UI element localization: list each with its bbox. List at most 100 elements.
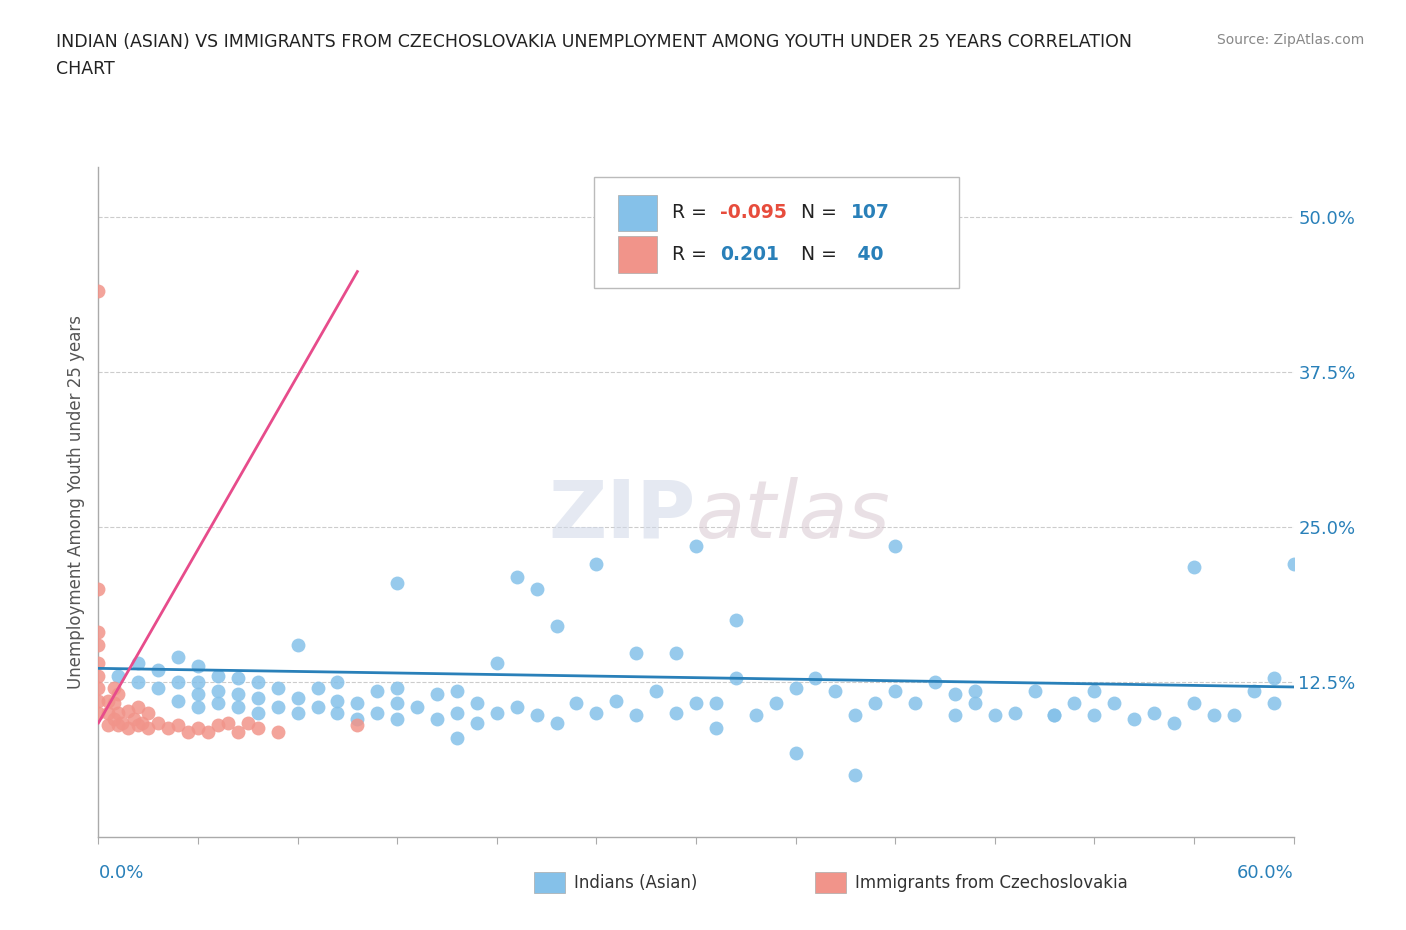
Point [127, 699, 149, 714]
Point [1123, 711, 1146, 726]
Point [924, 674, 946, 689]
Point [745, 708, 768, 723]
Point [124, 711, 146, 726]
Point [107, 669, 129, 684]
Point [346, 711, 368, 726]
Point [136, 721, 159, 736]
Point [426, 711, 449, 726]
Point [107, 706, 129, 721]
Point [87, 656, 110, 671]
Point [943, 708, 966, 723]
Point [844, 767, 866, 782]
Point [665, 706, 688, 721]
Point [148, 681, 170, 696]
Point [107, 687, 129, 702]
Point [187, 687, 209, 702]
Point [87, 637, 110, 652]
Point [287, 691, 309, 706]
FancyBboxPatch shape [619, 194, 657, 232]
Point [446, 730, 468, 745]
Text: CHART: CHART [56, 60, 115, 78]
Point [97, 718, 120, 733]
Point [307, 699, 329, 714]
Point [526, 581, 548, 596]
Point [207, 684, 229, 698]
Point [266, 724, 290, 739]
Point [1282, 557, 1305, 572]
Point [287, 637, 309, 652]
Text: 40: 40 [851, 245, 884, 264]
Point [1182, 559, 1205, 574]
Point [824, 684, 846, 698]
Text: Source: ZipAtlas.com: Source: ZipAtlas.com [1216, 33, 1364, 46]
Point [326, 693, 349, 708]
Point [187, 699, 209, 714]
Text: 107: 107 [851, 204, 890, 222]
Point [87, 693, 110, 708]
Point [1024, 684, 1046, 698]
Point [117, 721, 139, 736]
Point [685, 538, 707, 553]
Point [226, 671, 249, 685]
Point [87, 706, 110, 721]
Point [326, 674, 349, 689]
Point [1243, 684, 1265, 698]
Text: -0.095: -0.095 [720, 204, 787, 222]
Text: INDIAN (ASIAN) VS IMMIGRANTS FROM CZECHOSLOVAKIA UNEMPLOYMENT AMONG YOUTH UNDER : INDIAN (ASIAN) VS IMMIGRANTS FROM CZECHO… [56, 33, 1132, 50]
Point [246, 706, 269, 721]
Point [565, 696, 588, 711]
Point [197, 724, 219, 739]
Point [103, 711, 125, 726]
Point [785, 745, 807, 760]
Point [546, 715, 568, 730]
Point [87, 669, 110, 684]
Point [1063, 696, 1085, 711]
Point [526, 708, 548, 723]
Point [804, 671, 827, 685]
Point [187, 658, 209, 673]
Point [506, 569, 529, 584]
Point [624, 646, 647, 661]
Point [127, 718, 149, 733]
Point [765, 696, 787, 711]
Point [465, 715, 488, 730]
Point [326, 706, 349, 721]
Point [1043, 708, 1066, 723]
Point [246, 721, 269, 736]
Point [385, 711, 408, 726]
Point [97, 693, 120, 708]
Point [1102, 696, 1125, 711]
Point [904, 696, 927, 711]
Point [485, 706, 508, 721]
Point [724, 671, 747, 685]
Text: R =: R = [672, 204, 713, 222]
Point [266, 681, 290, 696]
Point [1263, 696, 1285, 711]
Point [187, 721, 209, 736]
Point [685, 696, 707, 711]
Point [385, 576, 408, 591]
Point [307, 681, 329, 696]
Point [287, 706, 309, 721]
Point [131, 715, 153, 730]
Text: Indians (Asian): Indians (Asian) [574, 873, 697, 892]
Point [506, 699, 529, 714]
Point [1043, 708, 1066, 723]
Point [266, 699, 290, 714]
Point [645, 684, 668, 698]
Point [97, 706, 120, 721]
Point [1083, 708, 1105, 723]
Point [246, 691, 269, 706]
Point [624, 708, 647, 723]
Point [665, 646, 688, 661]
Text: ZIP: ZIP [548, 476, 696, 554]
Point [1143, 706, 1166, 721]
Point [148, 715, 170, 730]
FancyBboxPatch shape [619, 236, 657, 272]
Point [117, 703, 139, 718]
Point [446, 684, 468, 698]
Point [704, 721, 727, 736]
Point [127, 656, 149, 671]
Point [167, 718, 190, 733]
Point [366, 684, 388, 698]
